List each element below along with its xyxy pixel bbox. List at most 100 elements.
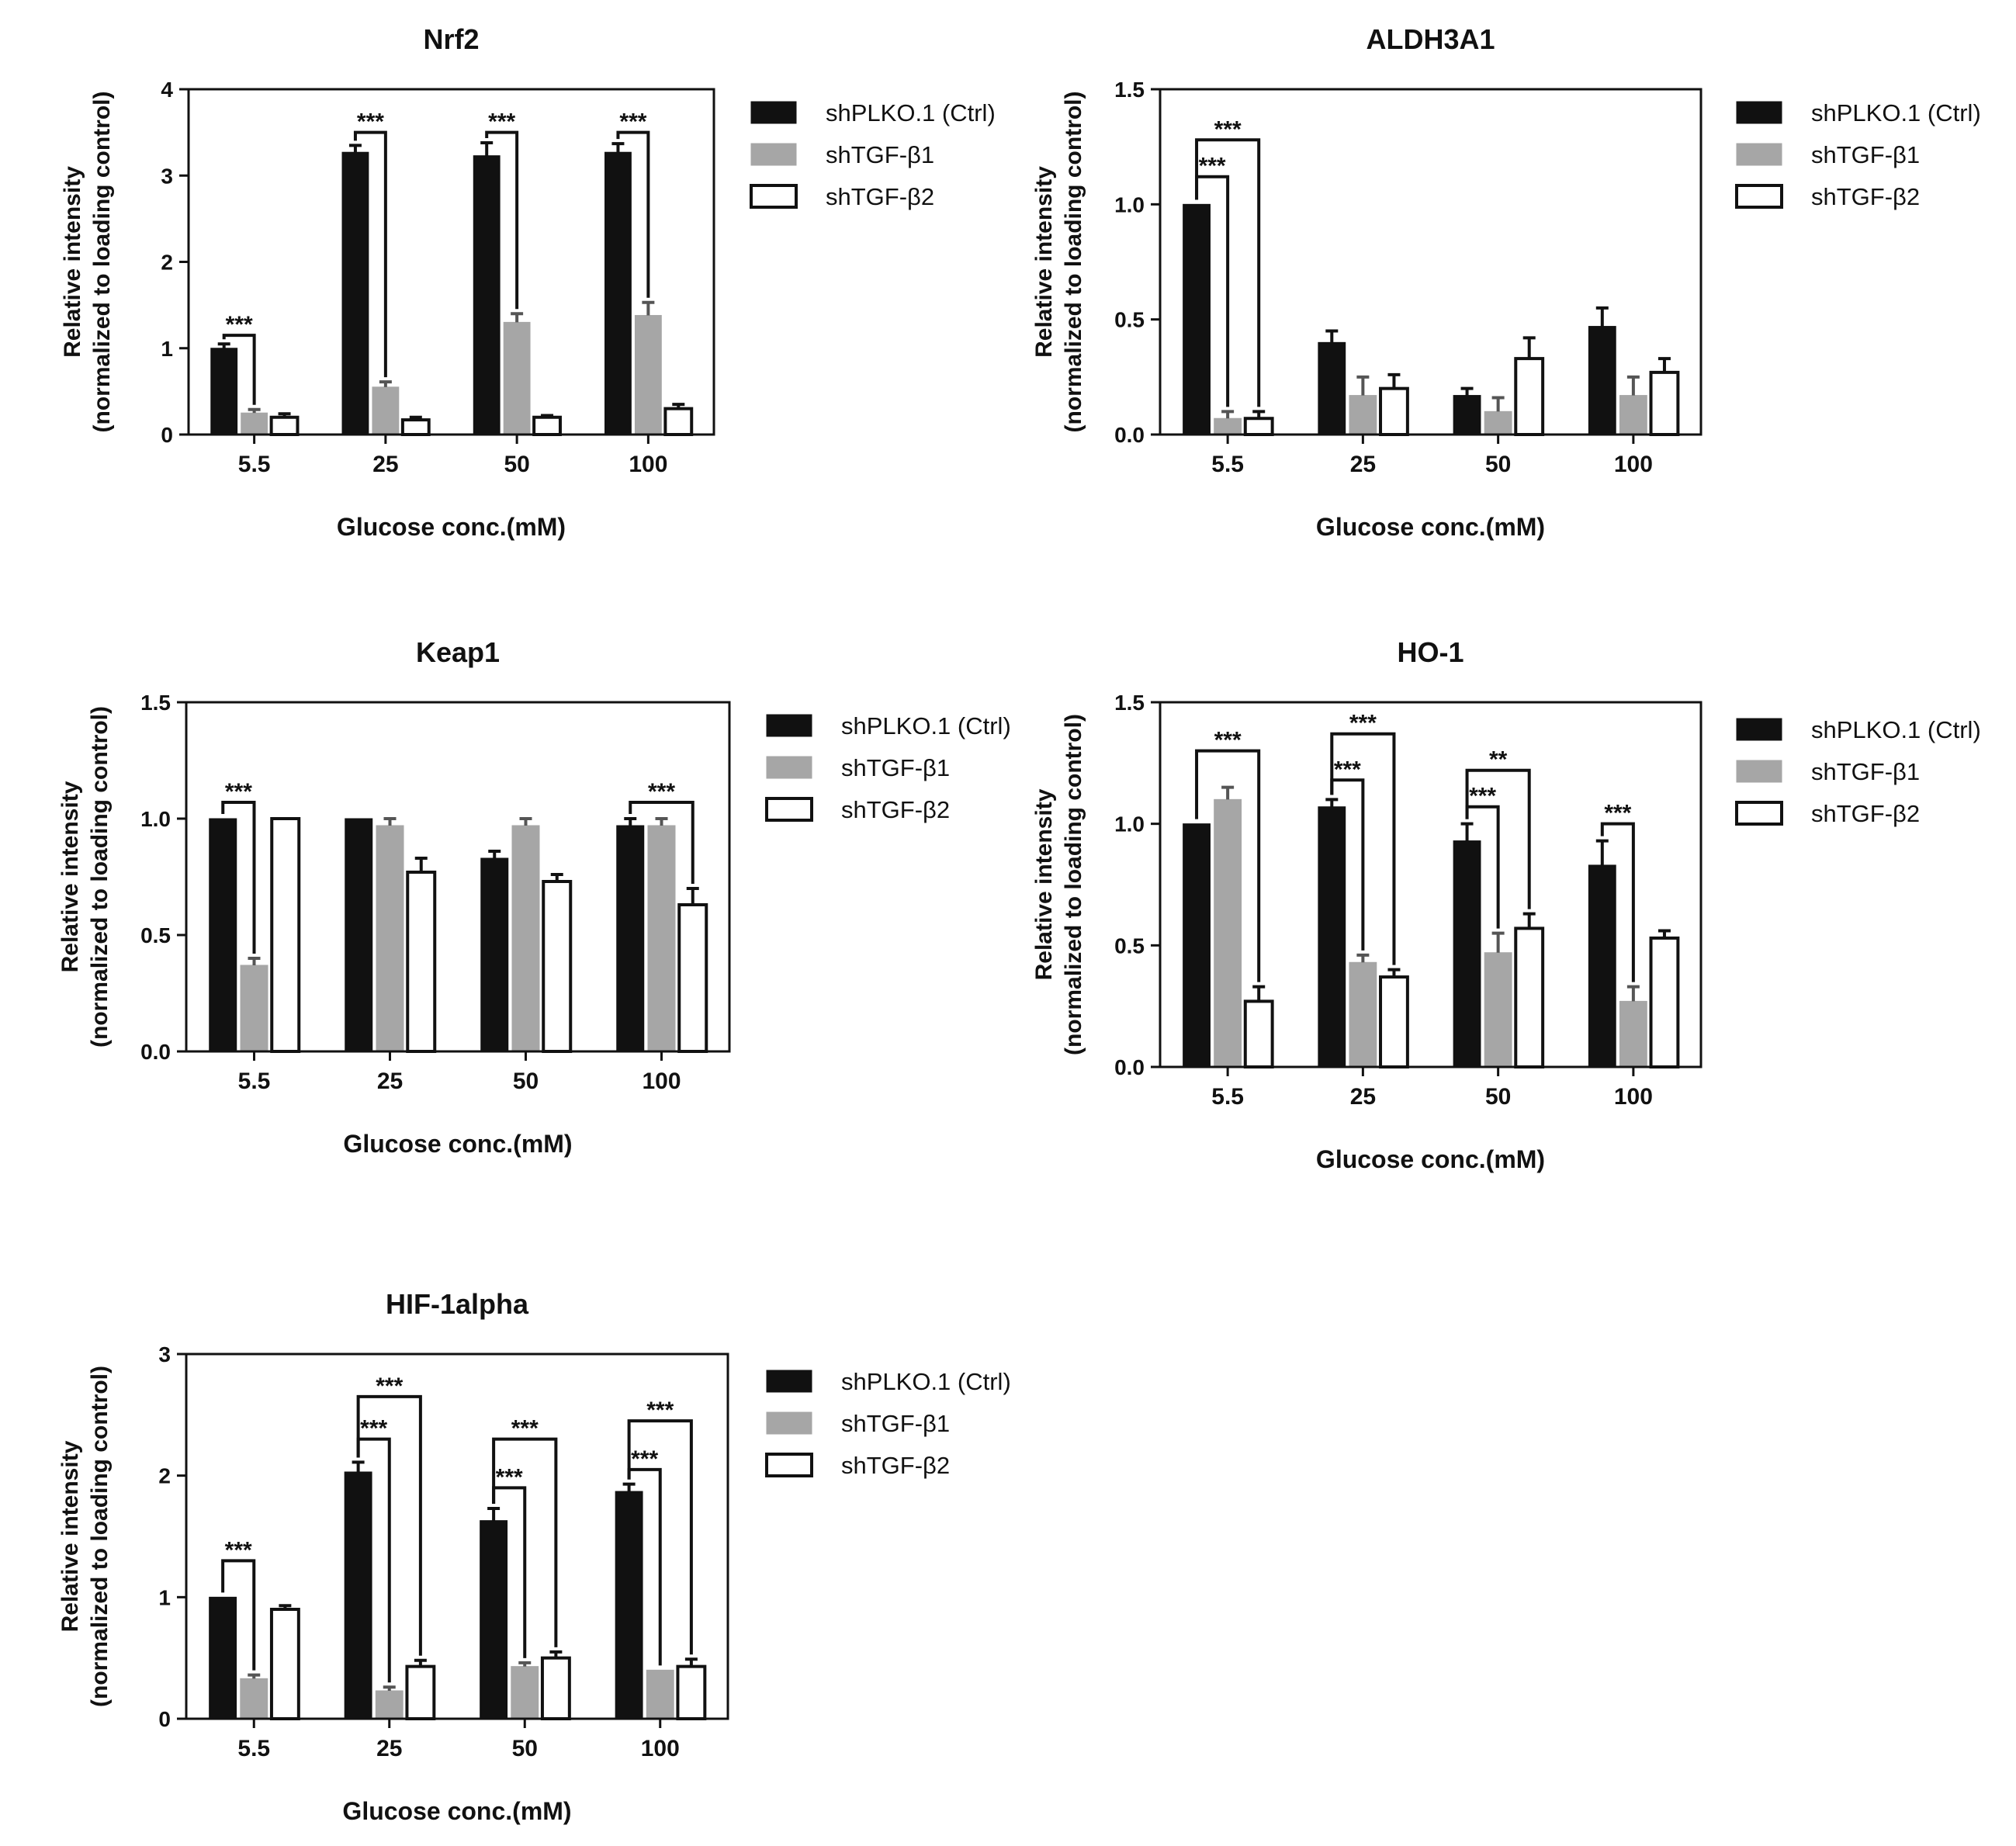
legend-swatch-tgfb2 [765,1453,813,1477]
y-tick-label: 1.0 [1114,812,1145,836]
chart-ho-1: HO-1 Relative intensity (normalized to loa… [1031,636,1981,1173]
bar-ctrl [1588,864,1616,1068]
significance-label: *** [496,1464,523,1490]
y-axis-label-line2: (normalized to loading control) [87,1366,113,1707]
significance-label: *** [360,1416,387,1442]
legend-swatch-ctrl [1736,101,1782,124]
legend-swatch-tgfb1 [766,1411,812,1435]
bar-tgfb1 [240,965,268,1052]
y-tick-label: 1.5 [140,691,171,715]
significance-bracket [485,130,519,310]
legend: shPLKO.1 (Ctrl) shTGF-β1 shTGF-β2 [765,712,1011,823]
x-tick-label: 25 [377,1068,403,1094]
y-axis-label-line1: Relative intensity [60,166,85,358]
legend-label: shPLKO.1 (Ctrl) [1811,716,1981,743]
y-axis-label: Relative intensity (normalized to loading… [1031,92,1086,433]
significance-bracket [616,130,650,298]
legend-label: shTGF-β2 [826,183,934,210]
x-tick-label: 5.5 [237,1736,270,1761]
significance-label: *** [1214,728,1242,753]
significance-bracket [629,801,695,884]
significance-label: *** [619,109,646,135]
y-tick-label: 1 [161,337,173,361]
y-tick-label: 1 [158,1585,171,1609]
legend-label: shTGF-β1 [841,1410,950,1437]
bar-tgfb1 [1484,410,1512,435]
y-axis-label-line1: Relative intensity [57,1440,83,1632]
legend-label: shPLKO.1 (Ctrl) [1811,99,1981,126]
legend-swatch-tgfb2 [1735,801,1783,826]
legend-swatch-ctrl [766,1370,812,1393]
y-tick-label: 0.5 [1114,308,1145,332]
bar-tgfb2 [663,407,694,436]
legend-swatch-tgfb1 [1736,760,1782,783]
legend: shPLKO.1 (Ctrl) shTGF-β1 shTGF-β2 [765,1368,1011,1479]
significance-label: ** [1489,747,1508,773]
bar-ctrl [1183,823,1211,1068]
bar-ctrl [480,1520,508,1720]
bar-tgfb1 [1619,395,1647,435]
bar-ctrl [345,818,373,1052]
chart-title: HIF-1alpha [386,1288,529,1320]
chart-aldh3a1: ALDH3A1 Relative intensity (normalized to … [1031,23,1981,541]
legend-swatch-tgfb1 [1736,143,1782,166]
bar-ctrl [209,1596,237,1720]
significance-label: *** [1349,711,1377,736]
bar-ctrl [473,155,501,435]
significance-bracket [353,130,387,378]
bar-tgfb1 [511,1666,539,1720]
significance-bracket [492,1437,558,1647]
y-tick-label: 0.5 [140,923,171,947]
y-tick-label: 0 [158,1707,171,1731]
significance-bracket [1600,822,1635,982]
legend-label: shTGF-β1 [841,754,950,781]
significance-bracket [1330,732,1396,965]
significance-label: *** [225,779,252,805]
significance-bracket [1195,749,1261,982]
y-tick-label: 0.0 [1114,1055,1145,1079]
x-tick-label: 50 [1485,1084,1511,1110]
bar-tgfb2 [400,418,431,437]
bar-tgfb2 [269,415,300,436]
legend-swatch-ctrl [766,714,812,737]
bar-ctrl [1453,840,1481,1068]
bar-tgfb2 [532,415,562,436]
x-tick-label: 100 [629,452,667,477]
bar-ctrl [210,348,238,435]
bar-ctrl [616,825,645,1052]
significance-label: *** [1214,116,1242,142]
significance-label: *** [488,109,515,135]
y-axis-label-line1: Relative intensity [1031,788,1057,980]
significance-label: *** [226,312,253,338]
x-tick-label: 25 [1350,1084,1376,1110]
chart-hif-1alpha: HIF-1alpha Relative intensity (normalized … [57,1288,1011,1825]
significance-label: *** [1604,801,1631,826]
legend-swatch-ctrl [750,101,797,124]
bar-tgfb2 [405,1664,436,1720]
significance-label: *** [357,109,384,135]
bar-tgfb1 [1214,798,1242,1068]
bar-tgfb1 [375,1690,404,1720]
plot-frame [185,1352,729,1720]
y-tick-label: 1.5 [1114,78,1145,102]
y-tick-label: 0.0 [1114,423,1145,447]
bar-ctrl [344,1471,372,1720]
bar-tgfb2 [269,1608,300,1720]
y-axis-label-line2: (normalized to loading control) [89,92,115,433]
significance-bracket [356,1394,422,1656]
bar-ctrl [615,1491,643,1720]
legend-swatch-tgfb1 [750,143,797,166]
legend-swatch-tgfb2 [750,184,798,209]
bar-tgfb2 [540,1656,571,1721]
x-tick-label: 100 [642,1068,681,1094]
significance-bracket [221,1559,256,1671]
bar-tgfb1 [646,1669,674,1720]
bar-tgfb1 [1484,952,1512,1068]
chart-nrf2: Nrf2 Relative intensity (normalized to loa… [60,23,996,541]
bar-tgfb1 [1349,395,1377,435]
legend-label: shPLKO.1 (Ctrl) [841,712,1011,739]
x-tick-label: 25 [1350,452,1376,477]
y-axis-label: Relative intensity (normalized to loading… [57,706,113,1048]
x-tick-label: 5.5 [1211,1084,1244,1110]
bar-tgfb2 [676,1664,707,1720]
